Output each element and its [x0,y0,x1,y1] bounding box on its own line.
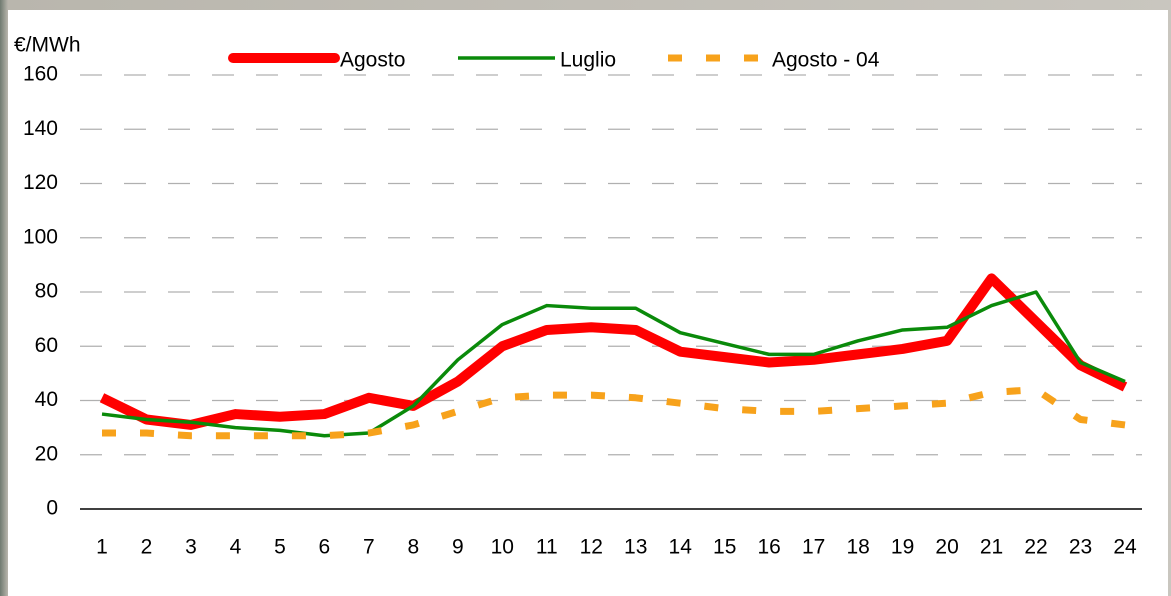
x-tick-label: 7 [363,536,375,559]
x-tick-label: 18 [846,536,869,559]
x-tick-label: 21 [980,536,1003,559]
x-tick-label: 10 [491,536,514,559]
y-tick-label: 20 [35,442,58,465]
y-tick-label: 160 [23,63,58,86]
x-tick-label: 2 [141,536,153,559]
y-tick-label: 100 [23,225,58,248]
legend-label: Luglio [560,49,616,72]
x-tick-label: 16 [757,536,780,559]
x-tick-label: 1 [96,536,108,559]
y-tick-label: 0 [46,497,58,520]
x-tick-label: 4 [230,536,242,559]
x-tick-label: 3 [185,536,197,559]
legend-label: Agosto - 04 [772,49,880,72]
x-tick-label: 13 [624,536,647,559]
x-tick-label: 19 [891,536,914,559]
x-tick-label: 5 [274,536,286,559]
x-tick-label: 9 [452,536,464,559]
y-axis-label: €/MWh [14,34,81,57]
x-tick-label: 23 [1069,536,1092,559]
x-tick-label: 20 [935,536,958,559]
y-tick-label: 120 [23,171,58,194]
x-tick-label: 22 [1024,536,1047,559]
x-tick-label: 15 [713,536,736,559]
x-tick-label: 12 [580,536,603,559]
y-tick-label: 60 [35,334,58,357]
y-tick-label: 40 [35,388,58,411]
x-tick-label: 14 [669,536,693,559]
x-tick-label: 6 [319,536,331,559]
chart: €/MWh 0204060801001201401601234567891011… [0,0,1171,596]
x-tick-label: 24 [1113,536,1137,559]
x-tick-label: 11 [536,536,558,559]
y-tick-label: 140 [23,117,58,140]
y-tick-label: 80 [35,280,58,303]
x-tick-label: 8 [408,536,420,559]
legend-label: Agosto [340,49,405,72]
screen: €/MWh 0204060801001201401601234567891011… [0,0,1171,596]
x-tick-label: 17 [802,536,825,559]
